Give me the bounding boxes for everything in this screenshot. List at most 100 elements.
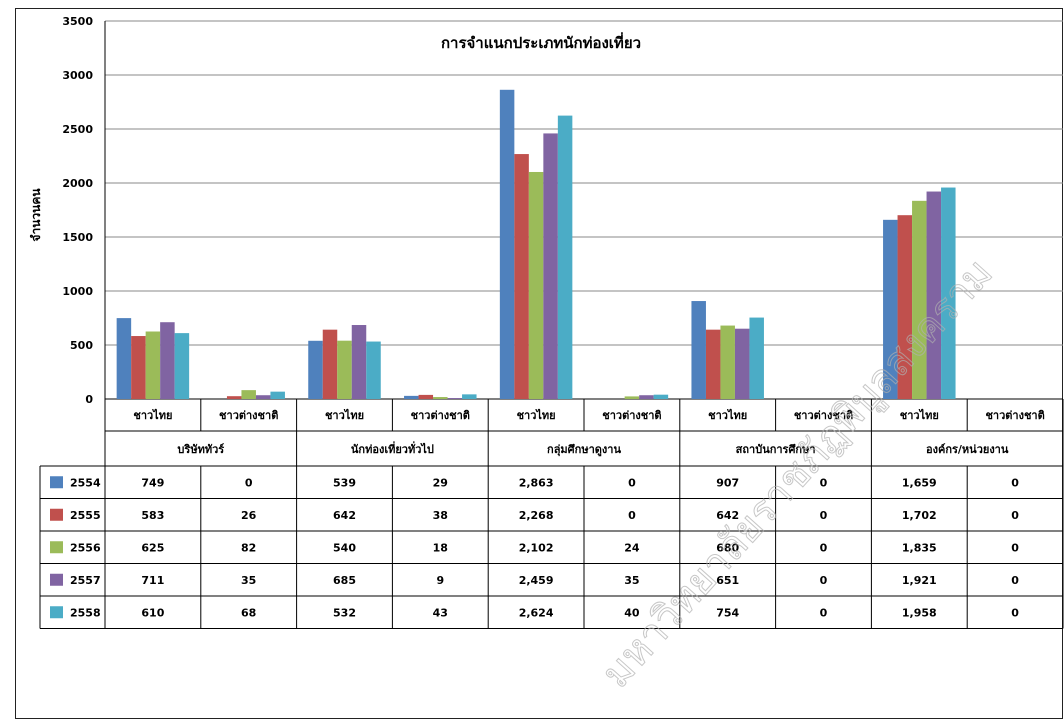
bar-2556-0 (145, 331, 161, 399)
data-label: 642 (716, 509, 739, 522)
legend-swatch-2554 (50, 476, 63, 489)
data-label: 2,624 (519, 606, 554, 619)
data-label: 0 (820, 606, 828, 619)
group-label: สถาบันการศึกษา (736, 443, 816, 456)
bar-2558-8 (941, 187, 956, 399)
data-label: 651 (716, 574, 739, 587)
bar-2555-8 (897, 215, 913, 399)
data-label: 9 (436, 574, 444, 587)
bar-2555-4 (514, 154, 529, 399)
legend-label-2557: 2557 (70, 574, 101, 587)
bar-2557-2 (351, 325, 367, 399)
bar-2556-3 (433, 397, 448, 399)
legend-label-2555: 2555 (70, 509, 101, 522)
data-label: 685 (333, 574, 356, 587)
x-tick-label: ชาวไทย (133, 408, 172, 422)
y-tick-label: 1500 (62, 231, 93, 244)
data-label: 2,863 (519, 476, 554, 489)
data-label: 1,958 (902, 606, 937, 619)
data-label: 610 (141, 606, 164, 619)
y-tick-label: 3500 (62, 15, 93, 28)
data-label: 907 (716, 476, 739, 489)
bar-2554-4 (499, 89, 515, 400)
chart-title: การจำแนกประเภทนักท่องเที่ยว (441, 32, 641, 52)
data-label: 749 (141, 476, 164, 489)
data-label: 0 (820, 476, 828, 489)
y-tick-label: 3000 (62, 69, 93, 82)
y-tick-label: 0 (85, 393, 93, 406)
watermark-text: มหาวิทยาลัยราชภัฏพิบูลสงคราม (593, 250, 1002, 697)
x-tick-label: ชาวต่างชาติ (219, 409, 278, 422)
data-label: 0 (820, 541, 828, 554)
bar-2554-6 (691, 301, 706, 399)
y-tick-labels: 0 500 1000 1500 2000 2500 3000 3500 (62, 15, 93, 406)
bar-2558-3 (462, 394, 477, 399)
bar-2557-5 (639, 395, 654, 399)
bar-2556-5 (624, 396, 640, 399)
watermark: มหาวิทยาลัยราชภัฏพิบูลสงคราม (593, 250, 1003, 698)
legend-label-2558: 2558 (70, 606, 101, 619)
x-tick-label: ชาวต่างชาติ (602, 409, 661, 422)
bar-2556-6 (720, 325, 735, 399)
x-tick-label: ชาวต่างชาติ (794, 409, 853, 422)
group-label: บริษัททัวร์ (177, 443, 224, 456)
data-label: 2,102 (519, 541, 554, 554)
bar-2557-6 (734, 328, 750, 399)
data-label: 0 (1011, 574, 1019, 587)
bar-2557-8 (926, 191, 942, 399)
bar-2555-1 (226, 396, 242, 399)
y-tick-label: 2500 (62, 123, 93, 136)
data-label: 40 (624, 606, 640, 619)
data-label: 0 (1011, 606, 1019, 619)
bar-2558-6 (749, 317, 764, 399)
group-label: องค์กร/หน่วยงาน (926, 443, 1009, 456)
bar-2556-4 (528, 171, 544, 399)
data-label: 532 (333, 606, 356, 619)
data-label: 0 (628, 476, 636, 489)
bar-2554-0 (116, 318, 132, 399)
data-label: 0 (1011, 541, 1019, 554)
bar-2554-3 (404, 395, 419, 399)
data-label: 625 (141, 541, 164, 554)
data-label: 18 (433, 541, 448, 554)
bar-2557-0 (160, 322, 175, 399)
data-label: 0 (628, 509, 636, 522)
bar-2558-1 (270, 391, 285, 399)
bar-2554-2 (308, 340, 323, 399)
data-label: 642 (333, 509, 356, 522)
x-tick-label: ชาวไทย (708, 408, 747, 422)
bars (116, 89, 956, 400)
bar-2558-5 (653, 394, 669, 399)
data-label: 583 (141, 509, 164, 522)
data-label: 35 (241, 574, 256, 587)
data-label: 0 (1011, 476, 1019, 489)
data-label: 2,459 (519, 574, 554, 587)
group-label: นักท่องเที่ยวทั่วไป (351, 441, 434, 456)
bar-2555-2 (322, 329, 338, 399)
bar-2557-3 (447, 398, 463, 399)
legend-label-2554: 2554 (70, 476, 101, 489)
data-label: 2,268 (519, 509, 554, 522)
data-label: 540 (333, 541, 356, 554)
y-axis-label: จำนวนคน (29, 188, 43, 242)
x-tick-label: ชาวไทย (900, 408, 939, 422)
data-label: 1,659 (902, 476, 937, 489)
bar-2556-2 (337, 340, 352, 399)
bar-2555-3 (418, 394, 434, 399)
legend-swatch-2557 (50, 573, 63, 586)
data-label: 711 (141, 574, 164, 587)
legend-swatch-2558 (50, 606, 63, 619)
bar-2555-0 (131, 336, 146, 399)
data-label: 0 (1011, 509, 1019, 522)
data-label: 1,835 (902, 541, 937, 554)
data-label: 680 (716, 541, 739, 554)
y-tick-label: 1000 (62, 285, 93, 298)
data-label: 38 (433, 509, 448, 522)
data-label: 754 (716, 606, 739, 619)
group-label: กลุ่มศึกษาดูงาน (547, 443, 621, 457)
data-label: 26 (241, 509, 257, 522)
y-tick-label: 2000 (62, 177, 93, 190)
bar-2558-4 (557, 115, 573, 399)
x-tick-label: ชาวต่างชาติ (411, 409, 470, 422)
bar-2557-4 (543, 133, 558, 400)
